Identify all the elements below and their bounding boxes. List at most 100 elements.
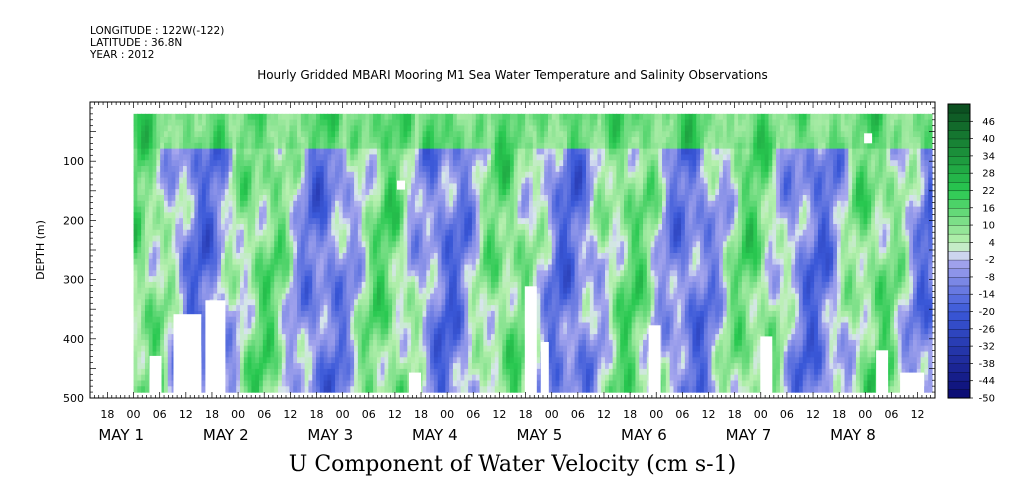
heatmap-cell xyxy=(338,287,344,295)
heatmap-cell xyxy=(201,258,207,266)
heatmap-cell xyxy=(232,316,237,324)
heatmap-cell xyxy=(449,386,454,393)
heatmap-cell xyxy=(513,160,519,167)
heatmap-cell xyxy=(418,351,424,358)
heatmap-cell xyxy=(304,310,310,318)
heatmap-cell xyxy=(414,113,420,121)
heatmap-cell xyxy=(369,160,374,167)
heatmap-cell xyxy=(509,305,515,312)
heatmap-cell xyxy=(205,270,211,277)
heatmap-cell xyxy=(380,137,386,144)
heatmap-cell xyxy=(167,137,173,144)
heatmap-cell xyxy=(373,166,378,173)
heatmap-cell xyxy=(331,131,336,138)
heatmap-cell xyxy=(433,125,439,132)
heatmap-cell xyxy=(300,339,306,347)
heatmap-cell xyxy=(395,142,401,150)
heatmap-cell xyxy=(205,235,211,242)
heatmap-cell xyxy=(297,345,302,353)
heatmap-cell xyxy=(430,339,435,347)
heatmap-cell xyxy=(297,281,302,289)
heatmap-cell xyxy=(236,166,241,173)
heatmap-cell xyxy=(144,305,150,312)
heatmap-cell xyxy=(422,171,427,179)
heatmap-cell xyxy=(494,363,500,370)
heatmap-cell xyxy=(361,235,367,242)
heatmap-cell xyxy=(475,276,481,283)
heatmap-cell xyxy=(262,252,268,260)
heatmap-cell xyxy=(388,270,393,277)
heatmap-cell xyxy=(316,287,321,295)
heatmap-cell xyxy=(281,310,287,318)
heatmap-cell xyxy=(346,270,351,277)
heatmap-cell xyxy=(475,357,481,364)
heatmap-cell xyxy=(270,177,275,184)
heatmap-cell xyxy=(133,276,138,283)
heatmap-cell xyxy=(460,206,465,213)
heatmap-cell xyxy=(433,351,439,358)
heatmap-cell xyxy=(498,252,503,260)
heatmap-cell xyxy=(255,334,260,341)
heatmap-cell xyxy=(464,345,469,353)
heatmap-cell xyxy=(502,194,507,202)
heatmap-cell xyxy=(141,258,146,266)
heatmap-cell xyxy=(259,113,264,121)
heatmap-cell xyxy=(300,160,306,167)
heatmap-cell xyxy=(323,276,329,283)
heatmap-cell xyxy=(388,223,393,231)
heatmap-cell xyxy=(468,299,473,306)
heatmap-cell xyxy=(209,171,214,179)
heatmap-cell xyxy=(240,212,245,219)
heatmap-cell xyxy=(479,148,484,156)
heatmap-cell xyxy=(224,166,230,173)
heatmap-cell xyxy=(452,189,458,196)
heatmap-cell xyxy=(392,160,397,167)
heatmap-cell xyxy=(350,368,355,376)
heatmap-cell xyxy=(521,264,526,271)
heatmap-cell xyxy=(365,374,370,382)
heatmap-cell xyxy=(468,345,473,353)
heatmap-cell xyxy=(167,171,173,179)
heatmap-cell xyxy=(365,183,370,190)
heatmap-cell xyxy=(490,113,496,121)
heatmap-cell xyxy=(278,119,283,127)
heatmap-cell xyxy=(152,119,157,127)
heatmap-cell xyxy=(297,148,302,156)
heatmap-cell xyxy=(342,316,348,324)
heatmap-cell xyxy=(281,229,287,237)
heatmap-cell xyxy=(335,293,340,300)
heatmap-cell xyxy=(350,339,355,347)
heatmap-cell xyxy=(464,137,469,144)
heatmap-cell xyxy=(297,142,302,150)
heatmap-cell xyxy=(430,357,435,364)
heatmap-cell xyxy=(312,380,317,387)
heatmap-cell xyxy=(156,177,161,184)
heatmap-cell xyxy=(266,119,272,127)
heatmap-cell xyxy=(274,380,279,387)
heatmap-cell xyxy=(300,328,306,335)
heatmap-cell xyxy=(201,177,207,184)
heatmap-cell xyxy=(498,113,503,121)
heatmap-cell xyxy=(399,194,405,202)
heatmap-cell xyxy=(361,171,367,179)
heatmap-cell xyxy=(437,206,443,213)
heatmap-cell xyxy=(198,177,203,184)
heatmap-cell xyxy=(228,305,234,312)
heatmap-cell xyxy=(179,264,184,271)
heatmap-cell xyxy=(266,183,272,190)
heatmap-cell xyxy=(247,218,253,225)
heatmap-cell xyxy=(224,171,230,179)
heatmap-cell xyxy=(445,322,450,329)
heatmap-cell xyxy=(445,166,450,173)
heatmap-cell xyxy=(316,258,321,266)
heatmap-cell xyxy=(392,270,397,277)
heatmap-cell xyxy=(137,177,142,184)
heatmap-cell xyxy=(335,194,340,202)
heatmap-cell xyxy=(141,212,146,219)
heatmap-cell xyxy=(414,241,420,248)
heatmap-cell xyxy=(414,339,420,347)
heatmap-cell xyxy=(175,252,180,260)
heatmap-cell xyxy=(293,229,298,237)
heatmap-cell xyxy=(418,299,424,306)
heatmap-cell xyxy=(361,386,367,393)
